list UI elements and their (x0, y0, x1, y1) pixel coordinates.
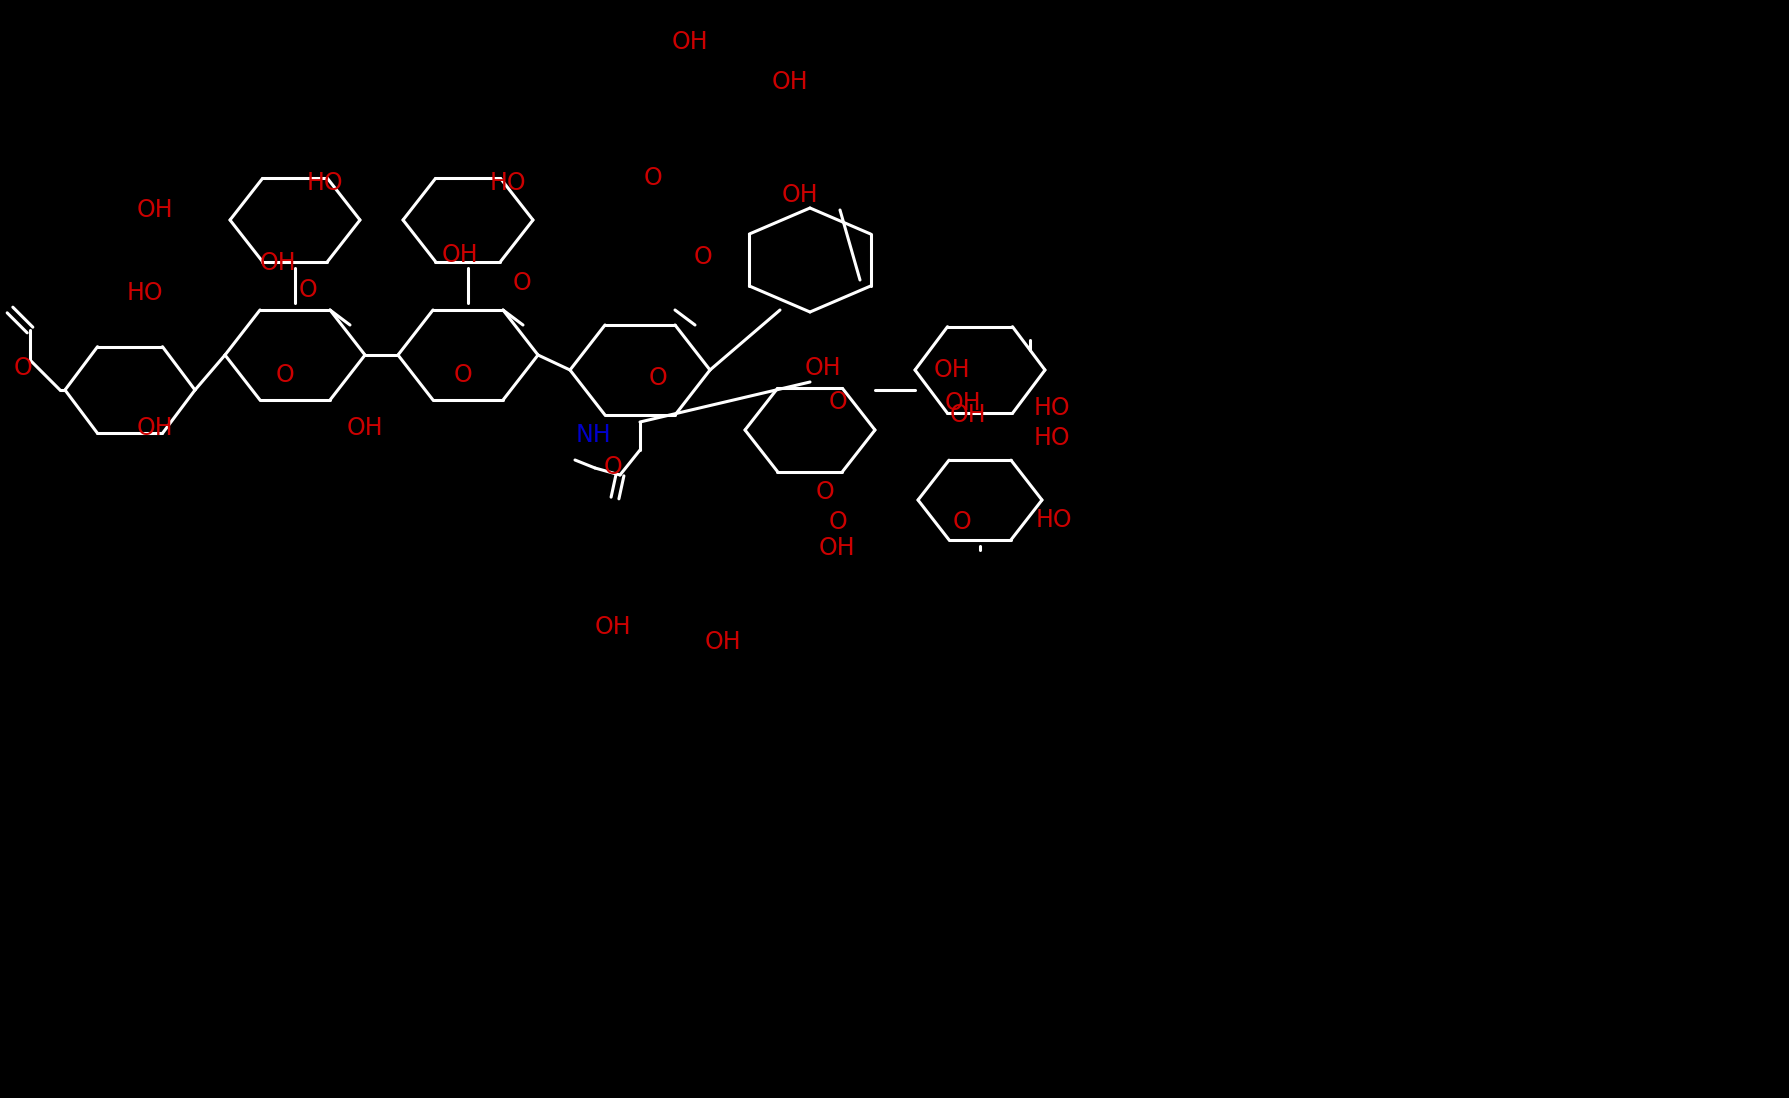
Text: O: O (816, 480, 834, 504)
Text: HO: HO (306, 171, 343, 195)
Text: O: O (952, 509, 971, 534)
Text: OH: OH (671, 30, 708, 54)
Text: OH: OH (805, 356, 841, 380)
Text: OH: OH (782, 183, 818, 208)
Text: OH: OH (347, 416, 383, 440)
Text: O: O (644, 166, 662, 190)
Text: OH: OH (136, 416, 174, 440)
Text: OH: OH (818, 536, 855, 560)
Text: O: O (14, 356, 32, 380)
Text: O: O (276, 363, 293, 386)
Text: O: O (828, 390, 846, 414)
Text: OH: OH (136, 198, 174, 222)
Text: OH: OH (950, 403, 986, 427)
Text: OH: OH (945, 391, 980, 415)
Text: OH: OH (934, 358, 970, 382)
Text: HO: HO (1032, 426, 1070, 450)
Text: O: O (512, 271, 531, 295)
Text: O: O (692, 245, 712, 269)
Text: OH: OH (442, 243, 478, 267)
Text: OH: OH (771, 70, 809, 94)
Text: O: O (603, 455, 623, 479)
Text: O: O (299, 278, 317, 302)
Text: NH: NH (574, 423, 610, 447)
Text: HO: HO (1032, 396, 1070, 421)
Text: O: O (453, 363, 472, 386)
Text: O: O (828, 509, 846, 534)
Text: HO: HO (1036, 508, 1072, 533)
Text: HO: HO (490, 171, 526, 195)
Text: HO: HO (127, 281, 163, 305)
Text: O: O (648, 366, 667, 390)
Text: OH: OH (705, 630, 741, 654)
Text: OH: OH (594, 615, 632, 639)
Text: OH: OH (259, 251, 297, 274)
